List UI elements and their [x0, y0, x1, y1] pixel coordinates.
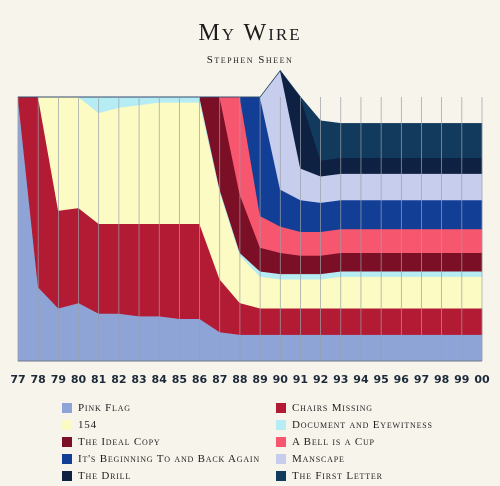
x-tick-label: 86: [192, 373, 208, 386]
x-tick-label: 87: [212, 373, 227, 386]
x-tick-label: 94: [353, 373, 369, 386]
legend-label: Pink Flag: [78, 402, 131, 414]
legend-swatch: [62, 403, 72, 413]
legend-label: Document and Eyewitness: [292, 419, 433, 431]
legend-item: Pink Flag: [62, 401, 262, 415]
legend-swatch: [276, 471, 286, 481]
legend-label: The First Letter: [292, 470, 383, 482]
legend-swatch: [62, 454, 72, 464]
x-tick-label: 81: [91, 373, 106, 386]
x-tick-label: 84: [152, 373, 168, 386]
legend-item: A Bell is a Cup: [276, 435, 476, 449]
x-tick-label: 85: [172, 373, 187, 386]
x-tick-label: 82: [111, 373, 126, 386]
legend-label: Chairs Missing: [292, 402, 373, 414]
legend-item: Manscape: [276, 452, 476, 466]
x-tick-label: 78: [31, 373, 46, 386]
x-tick-label: 89: [252, 373, 267, 386]
legend-item: The First Letter: [276, 469, 476, 483]
legend-item: The Drill: [62, 469, 262, 483]
legend-swatch: [62, 437, 72, 447]
x-tick-label: 99: [454, 373, 469, 386]
legend-label: The Ideal Copy: [78, 436, 161, 448]
x-tick-label: 83: [131, 373, 146, 386]
legend-label: The Drill: [78, 470, 132, 482]
x-tick-label: 79: [51, 373, 66, 386]
legend-swatch: [276, 437, 286, 447]
x-tick-label: 96: [394, 373, 410, 386]
legend-swatch: [62, 420, 72, 430]
x-tick-label: 97: [414, 373, 429, 386]
legend: Pink Flag Chairs Missing 154 Document and E…: [62, 401, 482, 483]
x-tick-label: 93: [333, 373, 348, 386]
legend-item: It's Beginning To and Back Again: [62, 452, 262, 466]
chart-title: My Wire: [198, 20, 302, 46]
legend-swatch: [276, 420, 286, 430]
legend-item: 154: [62, 418, 262, 432]
legend-label: A Bell is a Cup: [292, 436, 375, 448]
x-tick-label: 92: [313, 373, 328, 386]
legend-label: 154: [78, 419, 97, 431]
x-tick-label: 98: [434, 373, 449, 386]
legend-swatch: [62, 471, 72, 481]
legend-item: Document and Eyewitness: [276, 418, 476, 432]
chart-subtitle: Stephen Sheen: [206, 54, 294, 66]
legend-item: Chairs Missing: [276, 401, 476, 415]
legend-swatch: [276, 454, 286, 464]
x-tick-label: 00: [474, 373, 490, 386]
x-tick-label: 77: [10, 373, 25, 386]
legend-label: Manscape: [292, 453, 345, 465]
legend-swatch: [276, 403, 286, 413]
legend-label: It's Beginning To and Back Again: [78, 453, 260, 465]
legend-item: The Ideal Copy: [62, 435, 262, 449]
x-tick-label: 91: [293, 373, 308, 386]
x-tick-label: 95: [373, 373, 388, 386]
x-tick-label: 90: [273, 373, 289, 386]
x-tick-label: 80: [71, 373, 87, 386]
x-tick-label: 88: [232, 373, 247, 386]
